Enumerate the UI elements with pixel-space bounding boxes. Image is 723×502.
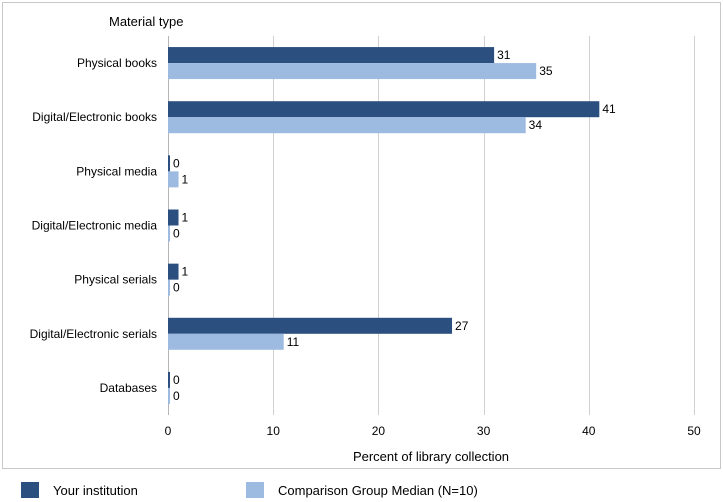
bar-series-1 bbox=[168, 47, 495, 64]
bar-series-2 bbox=[168, 171, 179, 188]
bar-series-1 bbox=[168, 263, 179, 280]
data-label-series-1: 1 bbox=[182, 211, 189, 225]
bar-series-1 bbox=[168, 155, 170, 172]
x-tick-label: 0 bbox=[165, 424, 172, 438]
x-tick-label: 40 bbox=[582, 424, 596, 438]
legend-swatch-series-2 bbox=[246, 482, 264, 498]
chart-frame bbox=[2, 2, 721, 469]
data-label-series-2: 34 bbox=[529, 118, 543, 132]
data-label-series-1: 1 bbox=[182, 265, 189, 279]
x-tick-label: 20 bbox=[372, 424, 386, 438]
grid-layer bbox=[168, 36, 695, 415]
data-label-series-1: 31 bbox=[497, 48, 511, 62]
category-label: Digital/Electronic serials bbox=[30, 327, 157, 341]
data-label-series-2: 0 bbox=[173, 227, 180, 241]
bar-layer bbox=[168, 47, 600, 404]
bar-series-2 bbox=[168, 117, 526, 134]
category-label: Physical books bbox=[77, 56, 157, 70]
data-label-series-2: 1 bbox=[182, 172, 189, 186]
legend: Your institution Comparison Group Median … bbox=[21, 482, 478, 498]
data-label-series-1: 0 bbox=[173, 373, 180, 387]
legend-label-series-2: Comparison Group Median (N=10) bbox=[278, 483, 478, 498]
bar-series-1 bbox=[168, 209, 179, 226]
bar-series-2 bbox=[168, 387, 170, 404]
y-axis-title: Material type bbox=[109, 14, 183, 29]
category-label: Digital/Electronic media bbox=[32, 219, 158, 233]
data-label-series-1: 27 bbox=[455, 319, 469, 333]
category-label: Databases bbox=[100, 381, 157, 395]
category-label: Physical media bbox=[76, 164, 157, 178]
x-tick-label: 30 bbox=[477, 424, 491, 438]
category-label: Digital/Electronic books bbox=[32, 110, 157, 124]
bar-series-2 bbox=[168, 333, 284, 350]
x-axis-title: Percent of library collection bbox=[353, 449, 509, 464]
bar-series-2 bbox=[168, 279, 170, 296]
data-label-series-2: 35 bbox=[539, 64, 553, 78]
legend-swatch-series-1 bbox=[21, 482, 39, 498]
data-label-series-1: 41 bbox=[602, 102, 616, 116]
data-label-series-2: 0 bbox=[173, 389, 180, 403]
bar-series-2 bbox=[168, 225, 170, 242]
x-tick-label: 50 bbox=[687, 424, 701, 438]
bar-series-2 bbox=[168, 63, 537, 80]
data-label-series-2: 11 bbox=[287, 335, 300, 349]
category-label: Physical serials bbox=[74, 273, 157, 287]
data-label-series-1: 0 bbox=[173, 156, 180, 170]
bar-series-1 bbox=[168, 371, 170, 388]
legend-label-series-1: Your institution bbox=[53, 483, 138, 498]
bar-series-1 bbox=[168, 317, 453, 334]
bar-series-1 bbox=[168, 101, 600, 118]
x-tick-label: 10 bbox=[267, 424, 281, 438]
data-label-series-2: 0 bbox=[173, 281, 180, 295]
